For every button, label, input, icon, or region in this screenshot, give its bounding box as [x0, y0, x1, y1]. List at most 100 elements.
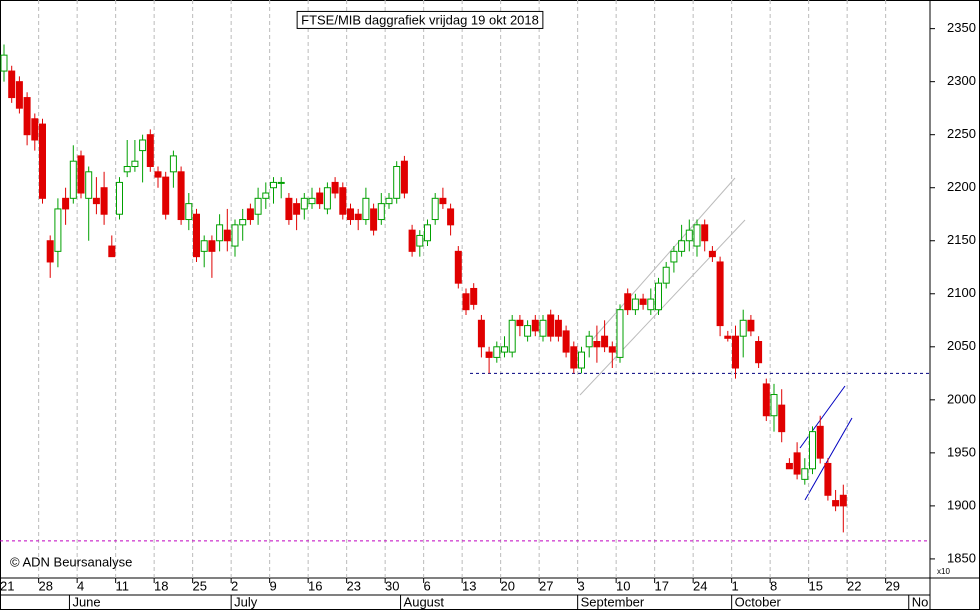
y-tick-label: 1900 [947, 497, 976, 512]
month-label: August [404, 594, 445, 609]
candle-body [362, 197, 370, 221]
candle-body [331, 181, 339, 194]
x-tick-label: 1 [732, 578, 739, 593]
candle-body [408, 229, 416, 252]
candle-body [223, 229, 231, 242]
x-tick-label: 21 [0, 578, 14, 593]
candle-body [809, 431, 816, 470]
candle-body [670, 250, 678, 263]
candle-body [762, 383, 770, 417]
axis-multiplier: x10 [937, 567, 950, 576]
candle-body [601, 335, 609, 348]
candle-body [678, 240, 686, 252]
x-tick-label: 20 [501, 578, 515, 593]
candle-body [770, 394, 778, 417]
candle-body [824, 462, 832, 496]
candle-body [116, 181, 123, 215]
candle-body [139, 139, 147, 152]
candle-body [477, 319, 485, 348]
candle-body [200, 240, 208, 252]
candle-body [31, 118, 39, 141]
candle-body [439, 197, 447, 205]
x-tick-label: 6 [424, 578, 431, 593]
candle-body [246, 208, 254, 221]
trend-line [591, 177, 736, 341]
candle-body [732, 335, 739, 369]
candle-body [85, 171, 93, 199]
candle-body [23, 97, 31, 136]
candle-body [0, 54, 8, 72]
candle-body [162, 176, 170, 215]
candle-body [370, 208, 378, 231]
candle-body [270, 181, 277, 189]
candle-body [747, 319, 755, 332]
candle-body [177, 171, 185, 221]
candle-body [655, 282, 662, 311]
candle-body [578, 351, 585, 369]
candle-body [570, 346, 578, 369]
x-tick-label: 24 [693, 578, 707, 593]
candle-body [739, 319, 747, 337]
candle-body [554, 319, 562, 337]
candle-body [524, 325, 532, 337]
candle-body [347, 208, 354, 221]
candle-body [193, 213, 200, 258]
candle-body [62, 197, 70, 210]
candle-body [123, 166, 131, 173]
candle-body [662, 266, 670, 284]
x-tick-label: 15 [809, 578, 823, 593]
candle-body [239, 219, 247, 226]
candle-body [293, 203, 301, 215]
candle-body [708, 250, 716, 258]
candle-body [8, 70, 16, 99]
x-tick-label: 30 [385, 578, 399, 593]
candle-body [54, 208, 62, 252]
y-tick-label: 1850 [947, 550, 976, 565]
candle-body [308, 197, 316, 205]
candle-body [562, 330, 570, 353]
candle-body [547, 314, 555, 337]
candle-body [778, 404, 786, 433]
trend-line [799, 385, 846, 449]
candle-body [39, 123, 46, 199]
candle-body [323, 187, 331, 210]
candle-body [185, 203, 193, 221]
candle-body [393, 166, 401, 199]
candle-body [69, 160, 77, 199]
candle-body [154, 171, 162, 178]
x-tick-label: 2 [231, 578, 238, 593]
candle-body [647, 298, 655, 311]
candle-body [424, 224, 431, 242]
candle-body [701, 224, 709, 242]
candle-body [716, 261, 724, 327]
candle-body [131, 160, 139, 168]
x-tick-label: 27 [539, 578, 553, 593]
credit: © ADN Beursanalyse [10, 554, 132, 569]
month-label: September [581, 594, 645, 609]
title-box [296, 10, 544, 29]
candle-body [447, 208, 455, 226]
candle-body [501, 346, 508, 353]
candle-body [801, 468, 809, 480]
candle-body [339, 187, 347, 215]
candle-body [493, 346, 501, 358]
candle-body [685, 229, 693, 242]
x-tick-label: 13 [462, 578, 476, 593]
candle-body [77, 155, 85, 194]
candle-body [470, 287, 478, 305]
candle-body [169, 155, 177, 173]
candle-body [231, 224, 239, 247]
candle-body [285, 197, 293, 221]
candle-body [785, 462, 793, 470]
candle-body [431, 197, 439, 221]
x-tick-label: 22 [847, 578, 861, 593]
y-tick-label: 1950 [947, 444, 976, 459]
candle-body [208, 240, 216, 252]
candle-body [146, 134, 154, 168]
candle-body [462, 293, 470, 311]
x-tick-label: 17 [655, 578, 669, 593]
candle-body [92, 197, 100, 205]
candle-body [639, 298, 647, 305]
x-tick-label: 9 [270, 578, 277, 593]
